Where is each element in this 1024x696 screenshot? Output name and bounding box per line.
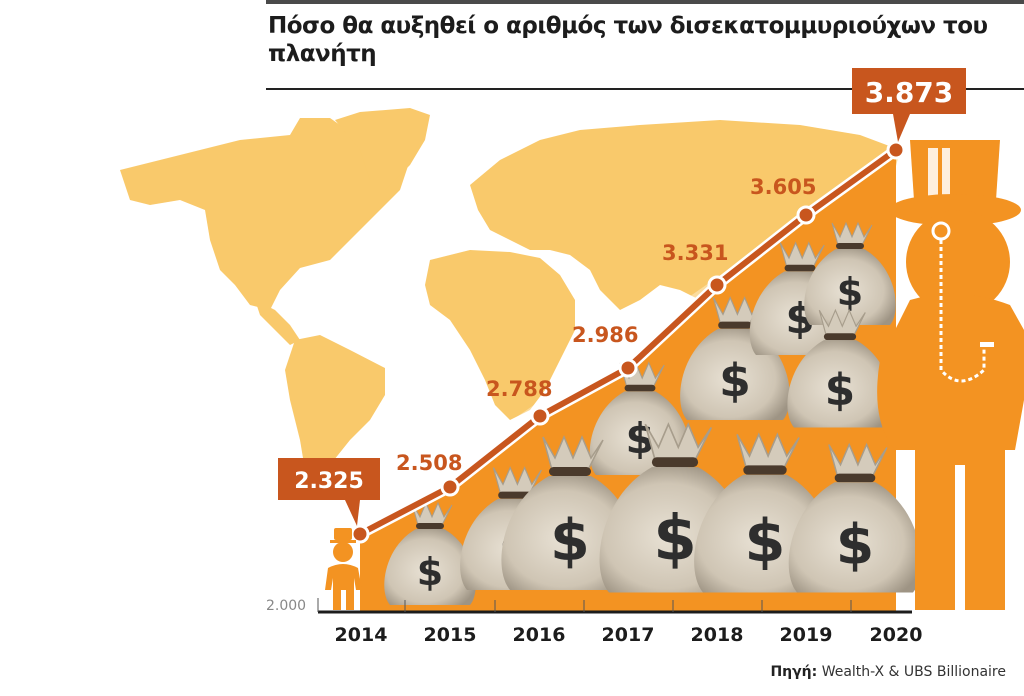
y-baseline-label: 2.000	[266, 598, 306, 614]
x-label-2018: 2018	[691, 624, 744, 646]
x-label-2020: 2020	[870, 624, 923, 646]
small-man-icon	[325, 528, 362, 610]
value-label-2014: 2.325	[294, 469, 364, 494]
value-label-2015: 2.508	[396, 451, 462, 475]
source-text: Wealth-X & UBS Billionaire	[821, 664, 1006, 680]
point-2015	[440, 477, 460, 497]
value-label-2017: 2.986	[572, 323, 638, 347]
data-points	[350, 140, 906, 544]
point-2020	[886, 140, 906, 160]
point-2018	[707, 275, 727, 295]
title-top-rule	[266, 0, 1024, 4]
x-label-2014: 2014	[335, 624, 388, 646]
point-2019	[796, 205, 816, 225]
source-label: Πηγή:	[770, 664, 818, 680]
value-label-2020: 3.873	[865, 76, 954, 109]
x-label-2015: 2015	[424, 624, 477, 646]
value-label-2019: 3.605	[750, 175, 816, 199]
point-2014	[350, 524, 370, 544]
point-2016	[530, 406, 550, 426]
value-label-2016: 2.788	[486, 377, 552, 401]
title-bottom-rule	[266, 88, 1024, 90]
callout-2014: 2.325	[278, 458, 380, 526]
x-label-2019: 2019	[780, 624, 833, 646]
value-label-2018: 3.331	[662, 241, 728, 265]
x-label-2016: 2016	[513, 624, 566, 646]
rich-man-icon	[877, 140, 1024, 610]
chart-title: Πόσο θα αυξηθεί ο αριθμός των δισεκατομμ…	[268, 13, 988, 67]
callout-2020: 3.873	[852, 68, 966, 142]
source-note: Πηγή: Wealth-X & UBS Billionaire	[770, 664, 1006, 680]
x-label-2017: 2017	[602, 624, 655, 646]
point-2017	[618, 358, 638, 378]
